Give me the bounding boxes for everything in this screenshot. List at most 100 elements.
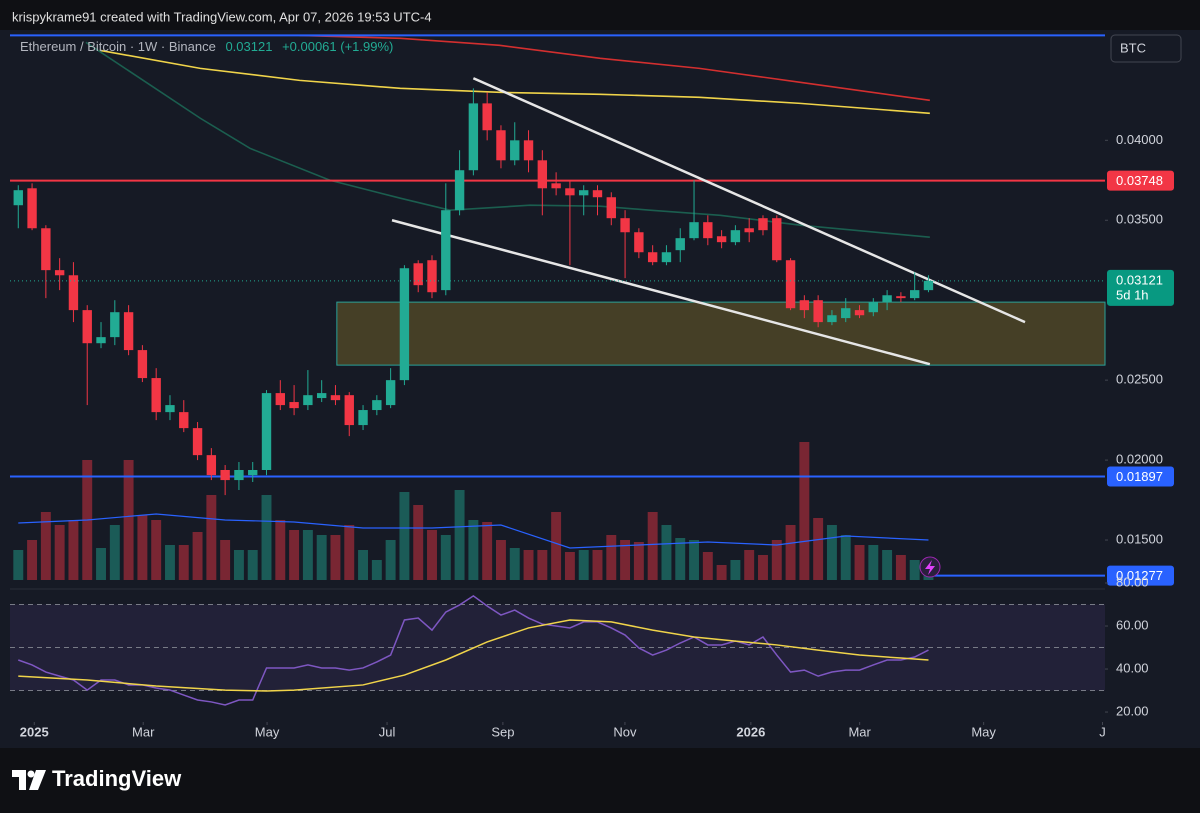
- volume-bar: [385, 540, 396, 580]
- x-tick-label: 2026: [736, 724, 765, 739]
- candle-body: [854, 310, 865, 316]
- volume-bar: [675, 538, 686, 580]
- candle-body: [248, 470, 258, 476]
- legend-symbol: Ethereum / Bitcoin · 1W · Binance: [20, 39, 216, 54]
- volume-bar: [233, 550, 244, 580]
- candle-body: [137, 350, 148, 379]
- candle-body: [468, 103, 479, 171]
- candle-body: [923, 280, 934, 291]
- volume-bar: [482, 522, 493, 580]
- volume-bar: [771, 540, 782, 580]
- y-tick-label: 0.04000: [1116, 132, 1163, 147]
- candle-body: [330, 395, 341, 401]
- candle-body: [551, 183, 561, 189]
- candle-body: [716, 236, 727, 243]
- volume-bar: [716, 565, 727, 580]
- volume-bar: [730, 560, 741, 580]
- candle-body: [827, 315, 837, 323]
- candle-body: [192, 428, 203, 456]
- volume-bar: [606, 535, 617, 580]
- x-tick-label: Nov: [613, 724, 637, 739]
- candle-body: [537, 160, 548, 189]
- volume-bar: [799, 442, 810, 580]
- candle-body: [96, 337, 106, 344]
- volume-bar: [330, 535, 341, 580]
- candle-body: [399, 268, 410, 381]
- volume-bar: [316, 535, 327, 580]
- volume-bar: [178, 545, 189, 580]
- last-price-box: [1107, 269, 1174, 306]
- rsi-y-tick-label: 60.00: [1116, 617, 1149, 632]
- volume-ma: [18, 513, 929, 549]
- volume-bar: [840, 535, 851, 580]
- volume-bar: [96, 548, 106, 580]
- candle-body: [179, 412, 189, 429]
- volume-bar: [564, 552, 575, 580]
- volume-bar: [440, 535, 451, 580]
- x-tick-label: Mar: [132, 724, 155, 739]
- volume-bar: [123, 460, 134, 580]
- candle-body: [27, 188, 37, 229]
- volume-bar: [454, 490, 465, 580]
- candle-body: [220, 470, 230, 481]
- candle-body: [799, 300, 810, 311]
- y-tick-label: 0.03500: [1116, 212, 1163, 227]
- volume-bar: [220, 540, 231, 580]
- candle-body: [372, 400, 382, 411]
- candle-body: [592, 190, 603, 198]
- candle-body: [68, 275, 79, 311]
- candle-body: [647, 252, 658, 263]
- candle-body: [896, 296, 906, 299]
- x-tick-label: May: [971, 724, 996, 739]
- candle-body: [110, 312, 120, 338]
- volume-bar: [661, 525, 672, 580]
- volume-bar: [27, 540, 38, 580]
- volume-bar: [413, 505, 424, 580]
- volume-bar: [371, 560, 382, 580]
- x-tick-label: J: [1099, 724, 1106, 739]
- candle-body: [565, 188, 575, 196]
- candle-body: [54, 270, 65, 276]
- currency-box[interactable]: [1110, 34, 1182, 63]
- candle-body: [634, 232, 644, 253]
- volume-bar: [813, 518, 824, 580]
- candle-body: [689, 222, 699, 239]
- volume-bar: [206, 495, 217, 580]
- volume-bar: [882, 550, 893, 580]
- attribution: krispykrame91 created with TradingView.c…: [12, 9, 432, 24]
- candle-body: [123, 312, 134, 351]
- candle-body: [165, 405, 175, 413]
- candle-body: [661, 252, 672, 263]
- candle-body: [482, 103, 492, 131]
- candle-body: [510, 140, 520, 161]
- volume-bar: [165, 545, 175, 580]
- volume-bar: [192, 532, 203, 580]
- volume-bar: [358, 550, 369, 580]
- plot-layer: 0.03748 0.01897 0.01277 0.01500 0.02000 0.025…: [10, 34, 1174, 739]
- candle-body: [151, 378, 161, 413]
- candle-body: [427, 260, 437, 293]
- y-tick-label: 0.02500: [1116, 372, 1163, 387]
- candle-body: [579, 190, 589, 196]
- volume-bar: [427, 530, 437, 580]
- volume-bar: [247, 550, 258, 580]
- level-label: 0.01897: [1116, 469, 1163, 484]
- x-tick-label: Jul: [379, 724, 396, 739]
- candle-body: [730, 230, 741, 243]
- candle-body: [275, 393, 285, 406]
- alert-bolt: [925, 560, 935, 575]
- candle-body: [882, 295, 892, 303]
- volume-bar: [151, 520, 162, 580]
- volume-bar: [54, 525, 65, 580]
- volume-bar: [509, 548, 520, 580]
- rsi-y-tick-label: 40.00: [1116, 660, 1149, 675]
- candle-body: [785, 260, 796, 309]
- trendline: [391, 219, 931, 366]
- volume-bar: [689, 540, 699, 580]
- x-tick-label: 2025: [20, 724, 49, 739]
- candle-body: [758, 218, 768, 231]
- candle-body: [703, 222, 713, 239]
- logo-mark: [27, 770, 35, 778]
